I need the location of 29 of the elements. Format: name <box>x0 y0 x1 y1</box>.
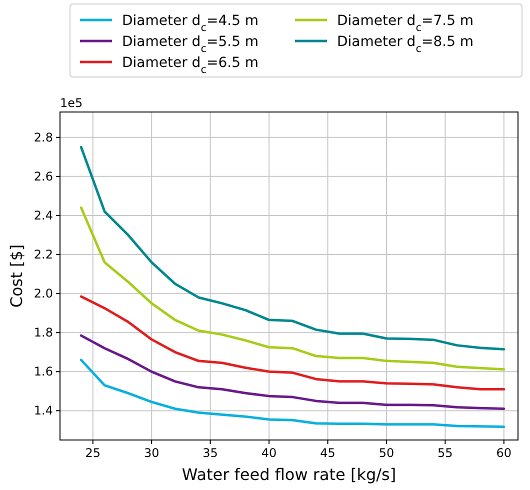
line-series <box>80 334 506 410</box>
legend-label: Diameter d$_{c}$=5.5 m <box>122 34 259 55</box>
x-tick-label: 25 <box>85 446 101 460</box>
y-tick-label: 2.6 <box>34 169 53 184</box>
x-tick-label: 50 <box>378 446 394 460</box>
y-tick-label: 2.0 <box>34 286 53 301</box>
y-tick-label: 2.8 <box>34 130 53 144</box>
y-tick-label: 1.8 <box>34 326 53 340</box>
line-series <box>80 358 506 428</box>
x-tick-label: 30 <box>144 446 160 460</box>
line-series <box>80 206 506 371</box>
x-axis-title: Water feed flow rate [kg/s] <box>182 465 396 484</box>
legend-label: Diameter d$_{c}$=8.5 m <box>337 34 474 55</box>
x-tick-label: 35 <box>202 446 218 460</box>
x-tick-label: 60 <box>496 446 512 460</box>
x-tick-label: 45 <box>320 446 336 460</box>
legend-label: Diameter d$_{c}$=7.5 m <box>337 13 474 34</box>
y-tick-label: 1.6 <box>34 364 53 379</box>
y-tick-label: 2.2 <box>34 248 53 262</box>
x-tick-label: 55 <box>438 446 453 460</box>
y-tick-label: 2.4 <box>34 208 53 222</box>
legend-label: Diameter d$_{c}$=4.5 m <box>122 13 259 34</box>
legend-label: Diameter d$_{c}$=6.5 m <box>122 55 259 76</box>
text: 1e5 <box>60 96 83 110</box>
line-series <box>80 295 506 390</box>
y-axis-title: Cost [$] <box>7 244 26 308</box>
x-tick-label: 40 <box>261 446 277 460</box>
y-tick-label: 1.4 <box>34 404 53 418</box>
line-series <box>80 146 506 350</box>
